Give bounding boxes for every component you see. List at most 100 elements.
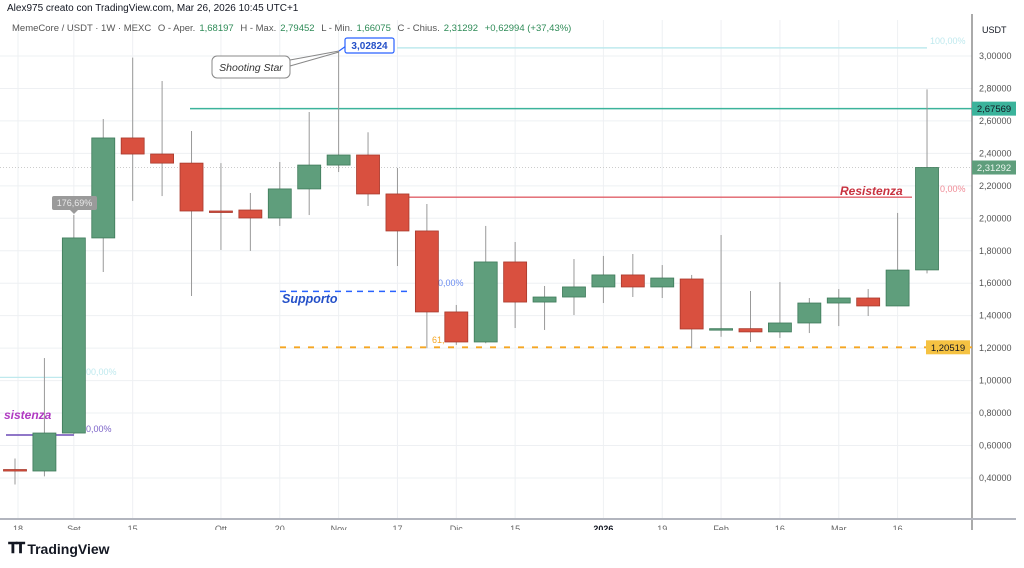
shooting-star-pointer	[289, 50, 340, 67]
candle-down	[856, 297, 881, 307]
time-tick-label: 15	[510, 524, 520, 530]
candle-down	[120, 137, 145, 155]
candle-down	[150, 153, 175, 164]
support-label: Supporto	[282, 292, 338, 306]
close-label: C - Chius.	[397, 23, 440, 34]
high-callout-label: 3,02824	[351, 41, 388, 52]
time-tick-label: 19	[657, 524, 667, 530]
candle-up	[61, 237, 86, 434]
candle-up	[591, 274, 616, 288]
symbol-legend: MemeCore / USDT · 1W · MEXC O - Aper. 1,6…	[12, 23, 575, 34]
candle-down	[503, 261, 528, 303]
price-tick-label: 0,80000	[979, 408, 1012, 418]
candle-up	[473, 261, 498, 343]
pct-tag-pointer	[70, 210, 78, 214]
tradingview-brand: TradingView	[27, 540, 110, 557]
candle-up	[768, 322, 792, 333]
resistance-label: Resistenza	[840, 184, 903, 198]
price-tick-label: 1,00000	[979, 376, 1012, 386]
shooting-star-box	[211, 55, 291, 79]
price-tick-label: 3,00000	[979, 51, 1012, 61]
price-tick-label: 2,80000	[979, 83, 1012, 93]
candle-down	[238, 209, 263, 219]
high-callout-box	[344, 37, 395, 54]
price-tick-label: 0,40000	[979, 473, 1012, 483]
candle-up	[326, 154, 351, 166]
close-value: 2,31292	[443, 23, 479, 34]
high-value: 2,79452	[280, 23, 315, 34]
change-value: +0,62994 (+37,43%)	[484, 23, 572, 34]
price-tick-label: 2,60000	[979, 116, 1012, 126]
price-label: 1,20519	[931, 343, 965, 354]
price-label-box	[972, 101, 1016, 116]
fib-100-pct: 100,00%	[930, 36, 966, 46]
symbol-name[interactable]: MemeCore / USDT · 1W · MEXC	[12, 23, 152, 34]
open-label: O - Aper.	[157, 23, 196, 34]
time-tick-label: Ott	[215, 524, 228, 530]
old-resistance-label: sistenza	[4, 408, 52, 422]
price-label: 2,31292	[977, 163, 1011, 174]
candle-up	[267, 188, 292, 219]
low-label: L - Min.	[321, 23, 353, 34]
candle-down	[179, 162, 204, 212]
price-tick-label: 2,00000	[979, 213, 1012, 223]
candle-up	[709, 328, 733, 331]
time-tick-label: 18	[13, 524, 23, 530]
candle-down	[738, 328, 763, 333]
candle-up	[32, 432, 57, 472]
candle-up	[797, 302, 822, 324]
chart-credit: Alex975 creato con TradingView.com, Mar …	[7, 3, 299, 14]
old-resistance-pct: 0,00%	[86, 424, 112, 434]
time-tick-label: Feb	[713, 524, 729, 530]
candle-up	[885, 269, 910, 307]
support-pct: 0,00%	[438, 278, 464, 288]
time-tick-label: 16	[775, 524, 785, 530]
candle-down	[385, 193, 410, 232]
high-label: H - Max.	[240, 23, 277, 34]
low-value: 1,66075	[356, 23, 391, 34]
candle-up	[650, 277, 675, 288]
price-tick-label: 2,40000	[979, 148, 1012, 158]
candle-up	[297, 164, 322, 190]
time-tick-label: Nov	[331, 524, 348, 530]
old-fib-pct: 00,00%	[86, 367, 117, 377]
open-value: 1,68197	[199, 23, 234, 34]
price-label: 2,67569	[977, 104, 1011, 115]
candlestick-chart[interactable]: USDT 3,00000 2,80000 2,60000 2,40000 2,20000 2…	[0, 0, 1024, 530]
candle-down	[620, 274, 645, 288]
time-tick-label: 17	[392, 524, 402, 530]
candle-down	[3, 469, 27, 472]
tradingview-logo-icon: 𝐓𝐓	[8, 540, 25, 557]
candle-down	[444, 311, 469, 343]
price-label-box	[972, 160, 1016, 175]
time-tick-label: 2026	[593, 524, 613, 530]
candle-up	[91, 137, 116, 239]
price-tick-label: 0,60000	[979, 441, 1012, 451]
price-axis-unit: USDT	[982, 25, 1007, 35]
candle-up	[826, 297, 851, 304]
candle-down	[209, 210, 233, 213]
fib-618-label: 61,	[432, 335, 445, 345]
time-tick-label: 15	[128, 524, 138, 530]
candle-up	[915, 167, 939, 271]
candle-down	[414, 230, 439, 313]
time-tick-label: 20	[275, 524, 285, 530]
time-tick-label: Set	[67, 524, 81, 530]
time-tick-label: 16	[893, 524, 903, 530]
pct-tag-label: 176,69%	[57, 198, 93, 208]
price-tick-label: 1,60000	[979, 278, 1012, 288]
resistance-pct: 0,00%	[940, 184, 966, 194]
candle-down	[356, 154, 380, 195]
shooting-star-label: Shooting Star	[219, 62, 283, 74]
time-tick-label: Mar	[831, 524, 847, 530]
candle-up	[532, 296, 557, 303]
candle-down	[679, 278, 704, 330]
price-label-box	[926, 340, 970, 355]
price-tick-label: 2,20000	[979, 181, 1012, 191]
tradingview-logo[interactable]: 𝐓𝐓 TradingView	[8, 540, 110, 557]
price-tick-label: 1,80000	[979, 246, 1012, 256]
price-tick-label: 1,40000	[979, 311, 1012, 321]
pct-tag-box	[52, 196, 97, 210]
time-tick-label: Dic	[450, 524, 463, 530]
price-tick-label: 1,20000	[979, 343, 1012, 353]
